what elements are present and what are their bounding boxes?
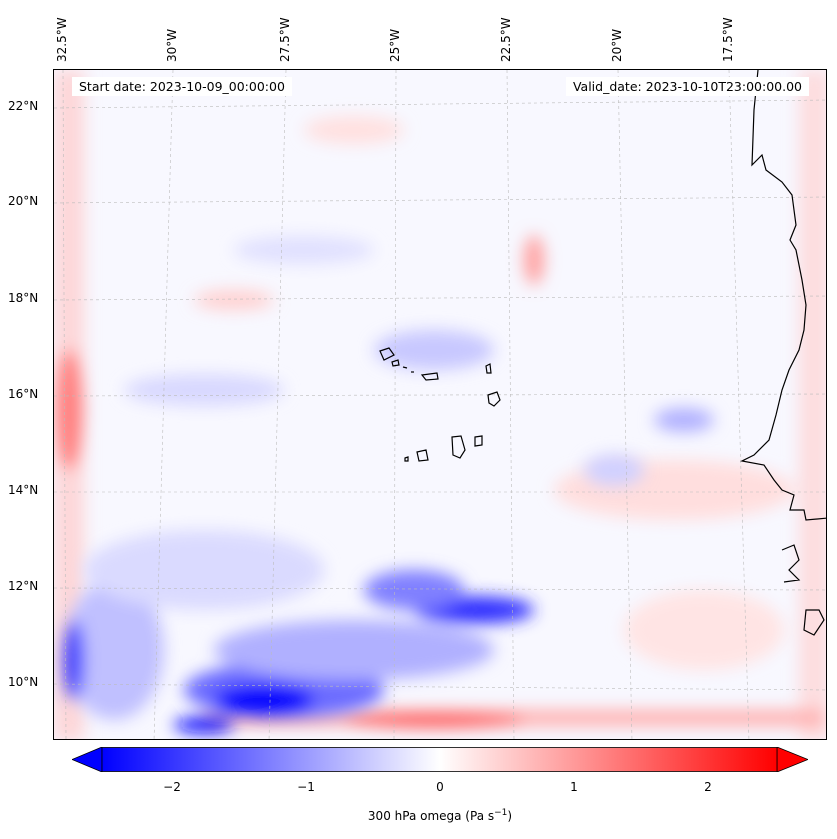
lon-label: 17.5°W: [721, 17, 735, 62]
lon-label: 27.5°W: [278, 17, 292, 62]
colorbar-label-text: 300 hPa omega (Pa s: [367, 809, 495, 823]
lat-label: 10°N: [8, 675, 39, 689]
colorbar-max-extend: [776, 747, 808, 772]
valid-date-label: Valid_date: 2023-10-10T23:00:00.00: [565, 77, 809, 96]
colorbar-label-close: ): [507, 809, 513, 823]
start-date-label: Start date: 2023-10-09_00:00:00: [72, 77, 292, 96]
colorbar-tick: 0: [436, 780, 444, 794]
lat-label: 16°N: [8, 387, 39, 401]
lat-label: 14°N: [8, 483, 39, 497]
colorbar-tick: −2: [163, 780, 181, 794]
lon-label: 32.5°W: [55, 17, 69, 62]
colorbar-label: 300 hPa omega (Pa s−1): [368, 808, 512, 823]
gridlines: [54, 70, 826, 739]
colorbar-gradient: [101, 747, 778, 772]
lat-label: 20°N: [8, 194, 39, 208]
lat-label: 12°N: [8, 579, 39, 593]
colorbar-min-extend: [72, 747, 103, 772]
coastline: [740, 70, 826, 636]
lat-label: 18°N: [8, 291, 39, 305]
colorbar-tick: 1: [570, 780, 578, 794]
colorbar-label-exponent: −1: [494, 808, 508, 818]
cape-verde-islands: [379, 347, 501, 462]
omega-field: [54, 70, 826, 739]
lon-label: 22.5°W: [499, 17, 513, 62]
lat-label: 22°N: [8, 99, 39, 113]
colorbar-tick: −1: [297, 780, 315, 794]
lon-label: 25°W: [388, 28, 402, 62]
lon-label: 20°W: [610, 28, 624, 62]
negative-omega-areas: [64, 236, 714, 733]
colorbar: [72, 747, 808, 772]
omega-map[interactable]: [53, 69, 827, 740]
colorbar-tick: 2: [704, 780, 712, 794]
lon-label: 30°W: [165, 28, 179, 62]
